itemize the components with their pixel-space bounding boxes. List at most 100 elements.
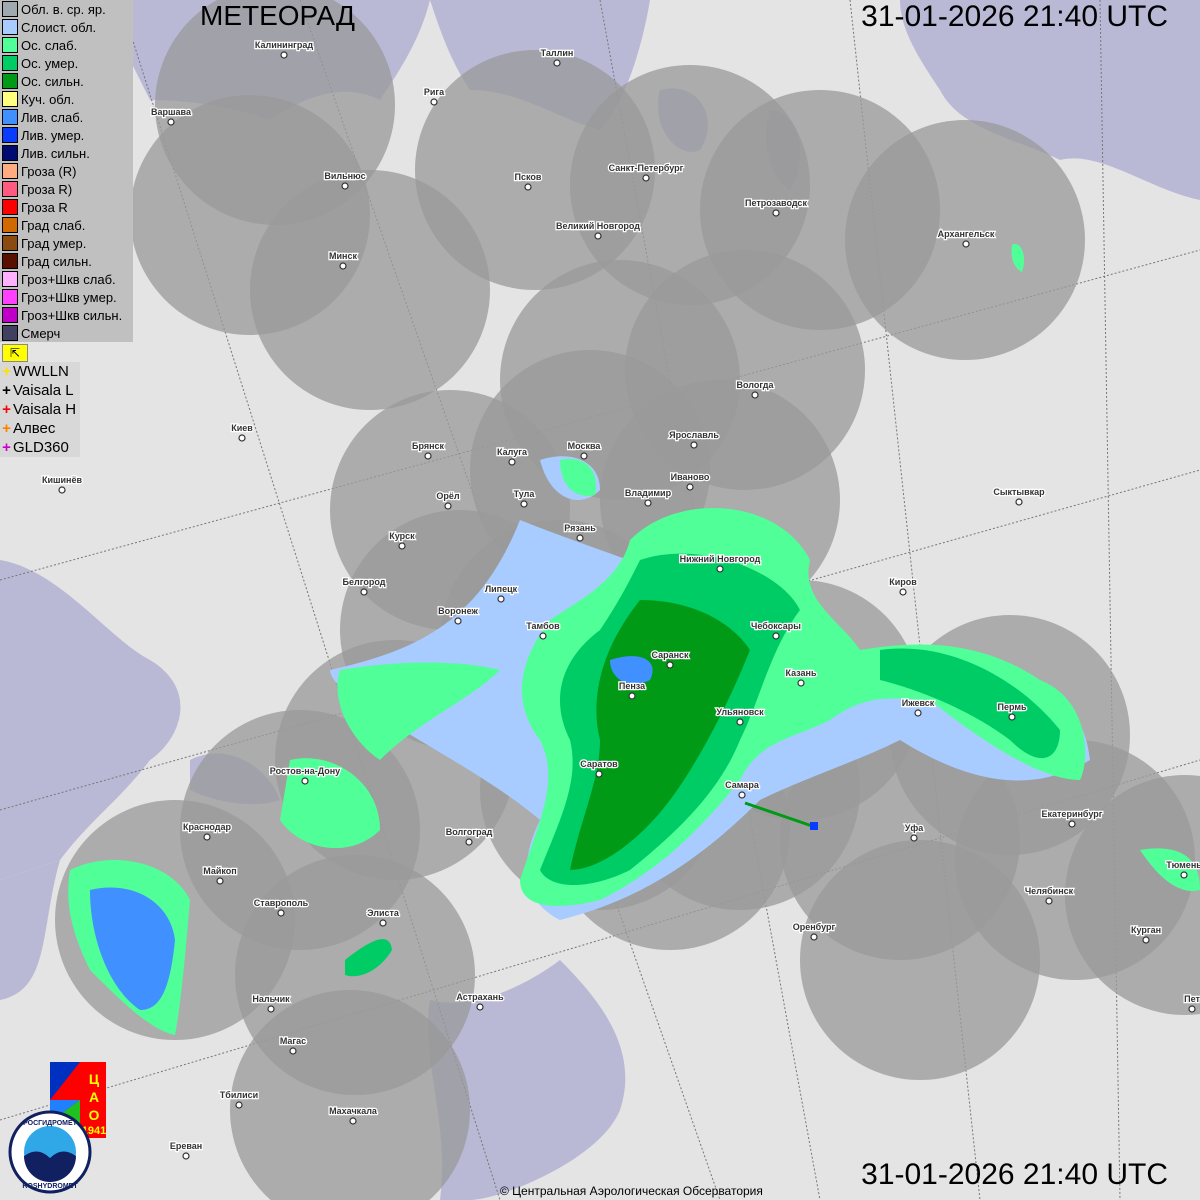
city-label: Белгород <box>343 577 386 587</box>
legend-label: Гроз+Шкв умер. <box>21 289 117 305</box>
city-label: Санкт-Петербург <box>609 163 684 173</box>
city-label: Киров <box>889 577 917 587</box>
city-marker: Ереван <box>169 1140 203 1160</box>
lightning-cross-icon: + <box>2 401 11 418</box>
city-label: Екатеринбург <box>1042 809 1103 819</box>
city-marker: Брянск <box>411 440 446 460</box>
city-marker: Ростов-на-Дону <box>269 765 341 785</box>
city-marker: Магас <box>279 1035 307 1055</box>
city-marker: Киров <box>888 576 918 596</box>
city-marker: Элиста <box>366 907 401 927</box>
city-marker: Минск <box>328 250 359 270</box>
city-marker: Вологда <box>735 379 776 399</box>
legend-label: Гроз+Шкв сильн. <box>21 307 123 323</box>
city-marker: Москва <box>566 440 603 460</box>
legend-label: Гроз+Шкв слаб. <box>21 271 116 287</box>
radar-coverage-circle <box>230 990 470 1200</box>
roshydromet-logo: РОСГИДРОМЕТ ROSHYDROMET <box>8 1110 92 1194</box>
tyumen-echo <box>1140 848 1200 891</box>
legend-swatch <box>2 199 18 215</box>
city-dot-icon <box>1045 897 1053 905</box>
city-dot-icon <box>736 718 744 726</box>
city-label: Пенза <box>619 681 646 691</box>
legend-swatch <box>2 253 18 269</box>
city-dot-icon <box>594 232 602 240</box>
radar-coverage-circle <box>1065 775 1200 1015</box>
svg-text:РОСГИДРОМЕТ: РОСГИДРОМЕТ <box>23 1120 78 1127</box>
city-dot-icon <box>476 1003 484 1011</box>
city-label: Саратов <box>580 759 618 769</box>
city-label: Брянск <box>412 441 445 451</box>
city-dot-icon <box>289 1047 297 1055</box>
legend-label: Ос. сильн. <box>21 73 84 89</box>
city-marker: Калининград <box>254 39 315 59</box>
city-marker: Челябинск <box>1024 885 1075 905</box>
city-dot-icon <box>167 118 175 126</box>
city-label: Тамбов <box>526 621 560 631</box>
city-label: Ижевск <box>902 698 935 708</box>
caucasus-echo-blue <box>90 887 175 1010</box>
city-label: Тбилиси <box>220 1090 258 1100</box>
legend-swatch <box>2 163 18 179</box>
precipitation-legend: Обл. в. ср. яр. Слоист. обл. Ос. слаб. Ос. … <box>0 0 133 342</box>
city-label: Самара <box>725 780 760 790</box>
legend-item: Град слаб. <box>0 216 133 234</box>
legend-item: Лив. сильн. <box>0 144 133 162</box>
city-dot-icon <box>899 588 907 596</box>
city-marker: Вильнюс <box>323 170 367 190</box>
legend-item: Куч. обл. <box>0 90 133 108</box>
city-dot-icon <box>914 709 922 717</box>
city-dot-icon <box>301 777 309 785</box>
city-dot-icon <box>1015 498 1023 506</box>
city-dot-icon <box>962 240 970 248</box>
city-dot-icon <box>686 483 694 491</box>
legend-item: Град умер. <box>0 234 133 252</box>
legend-label: Гроза R) <box>21 181 73 197</box>
legend-item: Гроз+Шкв сильн. <box>0 306 133 324</box>
city-marker: Астрахань <box>455 991 505 1011</box>
city-dot-icon <box>690 441 698 449</box>
legend-swatch <box>2 145 18 161</box>
city-dot-icon <box>280 51 288 59</box>
caspian-sea <box>427 960 626 1200</box>
lightning-source-item: + WWLLN <box>0 362 80 381</box>
city-marker: Иваново <box>669 471 711 491</box>
legend-swatch <box>2 91 18 107</box>
city-marker: Ярославль <box>668 429 721 449</box>
city-marker: Нальчик <box>251 993 291 1013</box>
west-band <box>337 662 500 760</box>
city-dot-icon <box>666 661 674 669</box>
lightning-source-label: Алвес <box>13 420 56 437</box>
lightning-source-label: GLD360 <box>13 439 69 456</box>
city-label: Орёл <box>436 491 460 501</box>
city-dot-icon <box>398 542 406 550</box>
city-dot-icon <box>267 1005 275 1013</box>
city-label: Варшава <box>151 107 192 117</box>
legend-swatch <box>2 325 18 341</box>
elista-echo <box>345 939 392 977</box>
city-label: Краснодар <box>183 822 232 832</box>
city-dot-icon <box>430 98 438 106</box>
legend-swatch <box>2 217 18 233</box>
city-dot-icon <box>1008 713 1016 721</box>
city-marker: Ижевск <box>900 697 936 717</box>
city-dot-icon <box>379 919 387 927</box>
city-label: Ереван <box>170 1141 202 1151</box>
radar-coverage-circle <box>250 170 490 410</box>
city-dot-icon <box>644 499 652 507</box>
lightning-legend: + WWLLN + Vaisala L + Vaisala H + Алвес + GLD360 <box>0 362 80 457</box>
legend-item: Слоист. обл. <box>0 18 133 36</box>
city-dot-icon <box>1068 820 1076 828</box>
city-dot-icon <box>751 391 759 399</box>
lightning-source-item: + Алвес <box>0 419 80 438</box>
city-label: Тула <box>514 489 536 499</box>
city-label: Майкоп <box>203 866 236 876</box>
flag-corner-arrow-icon[interactable]: ⇱ <box>2 344 28 362</box>
city-marker: Санкт-Петербург <box>607 162 685 182</box>
city-label: Нальчик <box>252 994 290 1004</box>
city-marker: Владимир <box>624 487 673 507</box>
legend-swatch <box>2 109 18 125</box>
city-label: Курган <box>1131 925 1161 935</box>
lightning-source-label: Vaisala H <box>13 401 77 418</box>
